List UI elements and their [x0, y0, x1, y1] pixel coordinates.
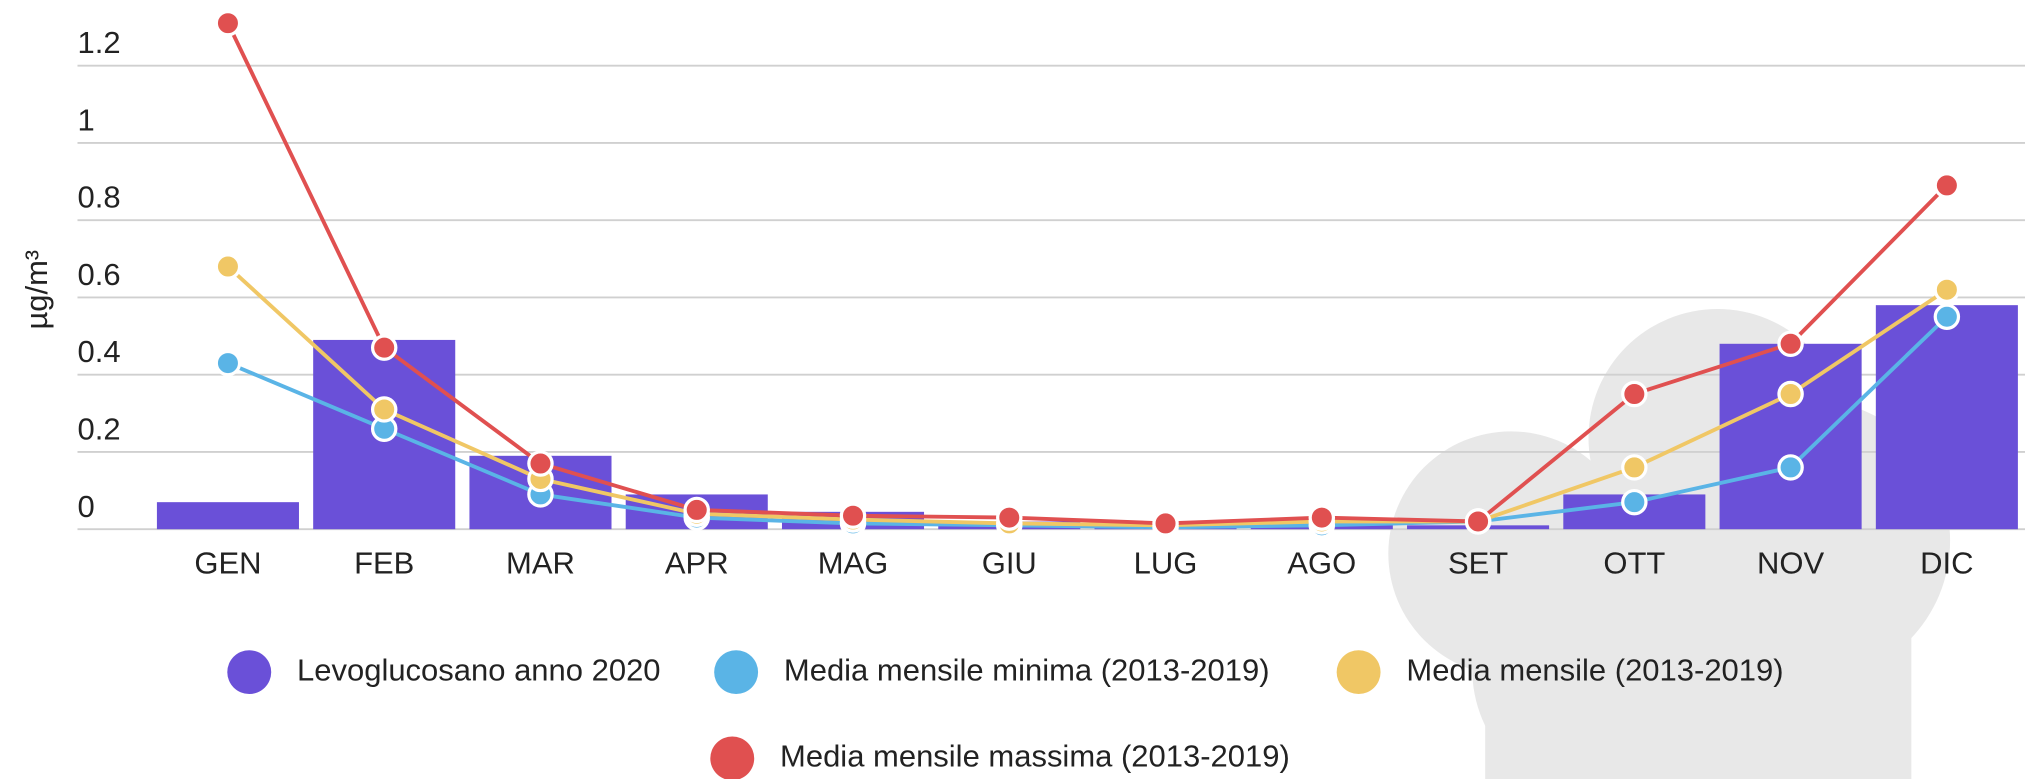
- y-tick-label: 0.6: [77, 257, 120, 292]
- y-tick-label: 1: [77, 103, 94, 138]
- legend-marker: [710, 736, 755, 779]
- point: [996, 504, 1023, 531]
- legend-label: Media mensile massima (2013-2019): [780, 739, 1290, 774]
- legend-label: Media mensile (2013-2019): [1406, 652, 1783, 687]
- legend-marker: [714, 650, 759, 695]
- x-tick-label: LUG: [1134, 545, 1198, 580]
- background-cloud: [1388, 309, 1951, 779]
- y-tick-label: 1.2: [77, 25, 120, 60]
- bar: [1875, 305, 2018, 530]
- point: [1933, 303, 1961, 330]
- point: [527, 450, 554, 477]
- point: [1464, 508, 1492, 535]
- point: [1777, 380, 1804, 408]
- point: [683, 496, 710, 524]
- x-tick-label: FEB: [354, 545, 414, 580]
- legend-label: Media mensile minima (2013-2019): [784, 652, 1270, 687]
- point: [1152, 510, 1179, 537]
- line: [226, 22, 1949, 526]
- line: [226, 265, 1948, 528]
- point: [1777, 454, 1804, 481]
- legend-marker: [1336, 650, 1381, 695]
- x-tick-label: DIC: [1920, 545, 1973, 580]
- point: [370, 396, 398, 423]
- point: [214, 9, 242, 37]
- x-tick-label: GEN: [194, 545, 261, 580]
- point: [1777, 330, 1804, 357]
- y-axis-label: µg/m³: [19, 250, 54, 330]
- bar: [1719, 343, 1862, 530]
- point: [1308, 504, 1336, 531]
- point: [214, 253, 242, 280]
- x-tick-label: NOV: [1757, 545, 1825, 580]
- point: [1621, 488, 1648, 516]
- point: [214, 349, 242, 377]
- x-tick-label: OTT: [1603, 545, 1665, 580]
- point: [1621, 454, 1648, 481]
- legend-label: Levoglucosano anno 2020: [297, 652, 661, 687]
- point: [370, 334, 398, 361]
- y-tick-label: 0.4: [77, 334, 120, 369]
- x-tick-label: GIU: [982, 545, 1037, 580]
- x-tick-label: AGO: [1287, 545, 1356, 580]
- legend-marker: [227, 650, 272, 695]
- y-tick-label: 0.2: [77, 412, 120, 447]
- point: [1621, 380, 1648, 408]
- y-tick-label: 0.8: [77, 180, 120, 215]
- x-tick-label: SET: [1448, 545, 1508, 580]
- bar: [156, 502, 299, 530]
- x-tick-label: MAG: [818, 545, 889, 580]
- y-tick-label: 0: [77, 489, 94, 524]
- x-tick-label: MAR: [506, 545, 575, 580]
- point: [839, 502, 867, 529]
- point: [1933, 172, 1961, 199]
- x-tick-label: APR: [665, 545, 729, 580]
- point: [1933, 276, 1961, 303]
